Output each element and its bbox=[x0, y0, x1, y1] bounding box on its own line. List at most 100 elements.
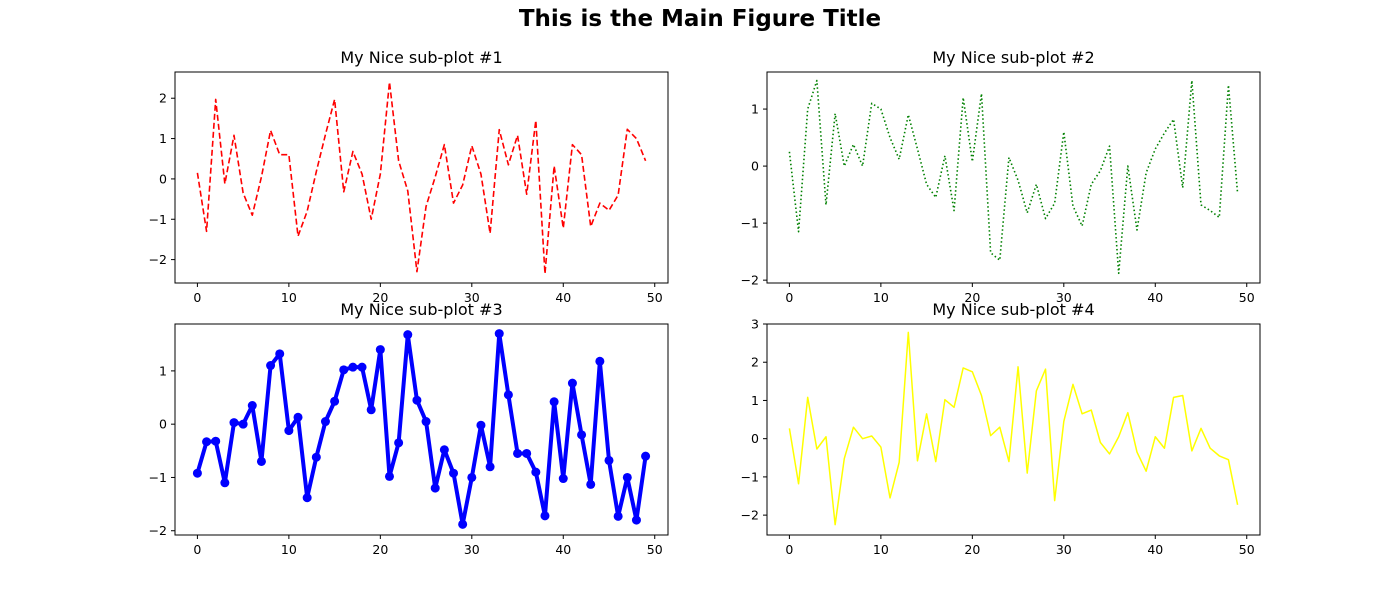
data-point bbox=[403, 330, 413, 340]
data-point bbox=[467, 472, 477, 482]
data-point bbox=[366, 405, 376, 415]
subplot-3: My Nice sub-plot #3 0 10 20 30 40 50 −2 −1 0 1 bbox=[149, 300, 669, 557]
data-point bbox=[421, 417, 431, 427]
x-tick-label: 10 bbox=[873, 542, 889, 557]
x-tick-label: 40 bbox=[555, 542, 571, 557]
data-point bbox=[430, 483, 440, 493]
subplot-title: My Nice sub-plot #4 bbox=[932, 300, 1094, 319]
data-point bbox=[375, 345, 385, 355]
data-point bbox=[604, 455, 614, 465]
data-point bbox=[522, 448, 532, 458]
y-tick-label: 2 bbox=[159, 91, 167, 106]
data-point bbox=[631, 515, 641, 525]
data-point bbox=[202, 437, 212, 447]
main-title: This is the Main Figure Title bbox=[518, 6, 882, 32]
y-tick-label: −1 bbox=[149, 470, 167, 485]
data-point bbox=[458, 519, 468, 529]
x-tick-label: 0 bbox=[785, 542, 793, 557]
data-point bbox=[384, 471, 394, 481]
data-point bbox=[339, 365, 349, 375]
series-line bbox=[196, 81, 647, 275]
y-tick-label: 1 bbox=[159, 131, 167, 146]
data-point bbox=[220, 478, 230, 488]
subplot-title: My Nice sub-plot #2 bbox=[932, 48, 1094, 67]
x-tick-label: 0 bbox=[193, 290, 201, 305]
data-point bbox=[503, 390, 513, 400]
y-tick-label: 3 bbox=[751, 317, 759, 332]
data-point bbox=[394, 438, 404, 448]
x-tick-label: 50 bbox=[647, 290, 663, 305]
x-tick-label: 30 bbox=[464, 542, 480, 557]
y-tick-label: −2 bbox=[149, 252, 167, 267]
data-point bbox=[476, 420, 486, 430]
x-tick-label: 0 bbox=[193, 542, 201, 557]
y-tick-label: 0 bbox=[159, 171, 167, 186]
axes-frame bbox=[174, 71, 669, 284]
data-point bbox=[284, 426, 294, 436]
data-point bbox=[412, 395, 422, 405]
axes-frame bbox=[174, 323, 669, 536]
x-tick-label: 20 bbox=[372, 542, 388, 557]
x-tick-label: 40 bbox=[1147, 542, 1163, 557]
y-tick-label: 0 bbox=[159, 417, 167, 432]
data-point bbox=[540, 511, 550, 521]
x-tick-label: 30 bbox=[464, 290, 480, 305]
y-tick-label: 1 bbox=[751, 102, 759, 117]
data-point bbox=[641, 451, 651, 461]
data-point bbox=[311, 452, 321, 462]
data-point bbox=[293, 412, 303, 422]
data-point bbox=[494, 329, 504, 339]
series-line bbox=[788, 331, 1239, 526]
y-tick-label: 2 bbox=[751, 355, 759, 370]
series-line bbox=[195, 331, 648, 527]
data-point bbox=[238, 419, 248, 429]
data-point bbox=[256, 456, 266, 466]
data-point bbox=[211, 436, 221, 446]
axes-frame bbox=[766, 323, 1261, 536]
x-tick-label: 40 bbox=[555, 290, 571, 305]
y-tick-label: −2 bbox=[149, 523, 167, 538]
x-tick-label: 20 bbox=[964, 542, 980, 557]
y-tick-label: 0 bbox=[751, 431, 759, 446]
data-point bbox=[586, 479, 596, 489]
data-point bbox=[320, 417, 330, 427]
subplot-1: My Nice sub-plot #1 0 10 20 30 40 50 −2 −1 0 1 2 bbox=[149, 48, 669, 305]
y-tick-label: −2 bbox=[741, 273, 759, 288]
y-tick-label: 1 bbox=[159, 363, 167, 378]
y-tick-label: 0 bbox=[751, 159, 759, 174]
data-point bbox=[275, 349, 285, 359]
data-point bbox=[302, 493, 312, 503]
data-point bbox=[549, 397, 559, 407]
x-tick-label: 50 bbox=[1239, 542, 1255, 557]
subplot-title: My Nice sub-plot #3 bbox=[340, 300, 502, 319]
x-tick-label: 10 bbox=[873, 290, 889, 305]
y-tick-label: −1 bbox=[741, 216, 759, 231]
subplot-title: My Nice sub-plot #1 bbox=[340, 48, 502, 67]
data-point bbox=[513, 448, 523, 458]
y-tick-label: −1 bbox=[149, 212, 167, 227]
data-point bbox=[266, 361, 276, 371]
data-point bbox=[613, 511, 623, 521]
x-tick-label: 20 bbox=[964, 290, 980, 305]
data-point bbox=[531, 467, 541, 477]
data-point bbox=[485, 462, 495, 472]
x-tick-label: 10 bbox=[281, 542, 297, 557]
data-point bbox=[192, 468, 202, 478]
x-tick-label: 50 bbox=[647, 542, 663, 557]
x-tick-label: 30 bbox=[1056, 290, 1072, 305]
data-point bbox=[348, 362, 358, 372]
axes-frame bbox=[766, 71, 1261, 284]
data-point bbox=[567, 378, 577, 388]
data-point bbox=[439, 445, 449, 455]
data-point bbox=[449, 468, 459, 478]
data-point bbox=[229, 418, 239, 428]
data-point bbox=[330, 396, 340, 406]
x-tick-label: 10 bbox=[281, 290, 297, 305]
data-point bbox=[357, 362, 367, 372]
y-tick-label: −1 bbox=[741, 469, 759, 484]
data-point bbox=[622, 472, 632, 482]
data-point bbox=[558, 474, 568, 484]
data-point bbox=[595, 356, 605, 366]
